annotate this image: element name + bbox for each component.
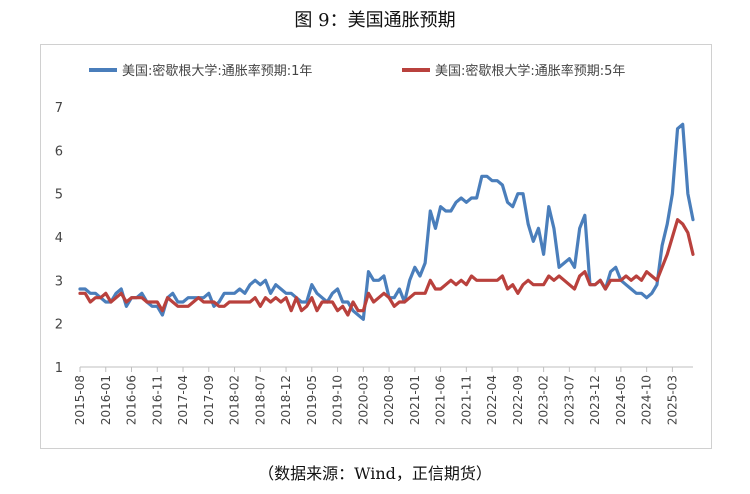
x-tick-label: 2020-08	[382, 375, 396, 425]
series-layer	[78, 122, 695, 321]
y-tick-label: 7	[55, 101, 63, 116]
x-tick-label: 2018-07	[253, 375, 267, 425]
x-tick-label: 2015-08	[73, 375, 87, 425]
source-note: （数据来源：Wind，正信期货）	[258, 464, 492, 483]
figure-title: 图 9：美国通胀预期	[294, 10, 456, 31]
y-tick-label: 1	[55, 361, 63, 376]
x-tick-label: 2021-11	[459, 375, 473, 425]
x-tick-label: 2018-12	[279, 375, 293, 425]
x-tick-label: 2018-02	[228, 375, 242, 425]
x-tick-label: 2019-05	[305, 375, 319, 425]
x-tick-label: 2021-06	[434, 375, 448, 425]
x-tick-label: 2017-04	[176, 375, 190, 425]
x-tick-label: 2021-01	[408, 375, 422, 425]
series-line-1y	[78, 122, 695, 321]
y-tick-label: 2	[55, 318, 63, 333]
x-tick-label: 2022-09	[511, 375, 525, 425]
y-tick-label: 6	[55, 144, 63, 159]
x-tick-label: 2016-06	[125, 375, 139, 425]
x-axis: 2015-08 2016-01 2016-06 2016-11 2017-04 2017-…	[73, 366, 693, 425]
legend-label: 美国:密歇根大学:通胀率预期:1年	[122, 63, 312, 79]
x-tick-label: 2024-05	[614, 375, 628, 425]
x-tick-label: 2024-10	[640, 375, 654, 425]
chart-frame: 美国:密歇根大学:通胀率预期:1年 美国:密歇根大学:通胀率预期:5年 1 2 3 4 5…	[40, 44, 712, 449]
x-tick-label: 2016-11	[150, 375, 164, 425]
series-line-5y	[78, 218, 695, 317]
line-chart: 美国:密歇根大学:通胀率预期:1年 美国:密歇根大学:通胀率预期:5年 1 2 3 4 5…	[55, 63, 695, 425]
y-tick-label: 5	[55, 188, 63, 203]
x-tick-label: 2019-10	[331, 375, 345, 425]
y-axis: 1 2 3 4 5 6 7	[55, 101, 63, 376]
x-tick-label: 2020-03	[356, 375, 370, 425]
x-tick-label: 2016-01	[99, 375, 113, 425]
y-tick-label: 3	[55, 274, 63, 289]
x-tick-label: 2023-12	[588, 375, 602, 425]
x-tick-label: 2025-03	[665, 375, 679, 425]
y-tick-label: 4	[55, 231, 63, 246]
legend-item: 美国:密歇根大学:通胀率预期:5年	[402, 63, 625, 79]
legend-label: 美国:密歇根大学:通胀率预期:5年	[435, 63, 625, 79]
x-tick-label: 2022-04	[485, 375, 499, 425]
x-tick-label: 2023-02	[537, 375, 551, 425]
x-tick-label: 2023-07	[562, 375, 576, 425]
legend-item: 美国:密歇根大学:通胀率预期:1年	[89, 63, 312, 79]
x-tick-label: 2017-09	[202, 375, 216, 425]
chart-legend: 美国:密歇根大学:通胀率预期:1年 美国:密歇根大学:通胀率预期:5年	[89, 63, 625, 79]
